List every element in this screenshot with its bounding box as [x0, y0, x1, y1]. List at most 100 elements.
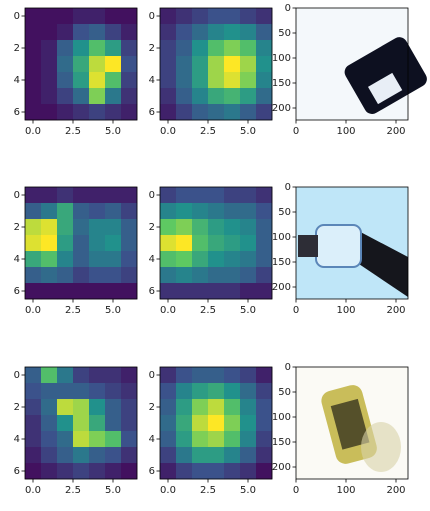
heatmap-cell [121, 431, 138, 448]
heatmap-cell [160, 367, 177, 384]
heatmap-cell [160, 251, 177, 268]
heatmap-cell [224, 219, 241, 236]
heatmap-cell [192, 251, 209, 268]
x-tick-label: 0.0 [25, 305, 41, 316]
heatmap-cell [224, 399, 241, 416]
heatmap-cell [160, 88, 177, 105]
heatmap-cell [256, 235, 273, 252]
y-tick-label: 2 [149, 402, 155, 413]
heatmap-cell [256, 399, 273, 416]
heatmap-cell [105, 56, 122, 73]
heatmap-cell [256, 24, 273, 41]
heatmap-cell [224, 463, 241, 480]
heatmap-cell [57, 219, 74, 236]
axes-frame [24, 7, 138, 121]
heatmap-cell [160, 431, 177, 448]
heatmap-cell [224, 383, 241, 400]
heatmap-cell [57, 104, 74, 121]
heatmap-cell [105, 8, 122, 25]
heatmap-cell [208, 415, 225, 432]
heatmap-cell [105, 431, 122, 448]
heatmap-cell [160, 8, 177, 25]
heatmap-cell [105, 235, 122, 252]
heatmap-cell [240, 431, 257, 448]
heatmap-cell [160, 56, 177, 73]
heatmap-cell [89, 187, 106, 204]
heatmap-cell [176, 40, 193, 57]
heatmap-cell [240, 40, 257, 57]
heatmap-cell [176, 415, 193, 432]
heatmap-cell [121, 24, 138, 41]
y-tick-label: 200 [272, 103, 291, 114]
heatmap-cell [240, 104, 257, 121]
heatmap-cell [25, 415, 42, 432]
heatmap-cell [89, 56, 106, 73]
heatmap-cell [224, 367, 241, 384]
heatmap-cell [240, 283, 257, 300]
heatmap-cell [41, 431, 58, 448]
heatmap-cell [121, 367, 138, 384]
x-tick-label: 2.5 [65, 126, 81, 137]
heatmap-cell [256, 56, 273, 73]
y-tick-label: 0 [14, 370, 20, 381]
heatmap-cell [25, 40, 42, 57]
heatmap-cell [25, 104, 42, 121]
heatmap-cell [192, 367, 209, 384]
heatmap-cell [176, 367, 193, 384]
y-tick-label: 200 [272, 282, 291, 293]
x-tick-label: 5.0 [105, 305, 121, 316]
y-tick-label: 0 [285, 362, 291, 373]
heatmap-cell [192, 399, 209, 416]
heatmap-cell [25, 219, 42, 236]
heatmap-cell [57, 56, 74, 73]
heatmap-cell [89, 463, 106, 480]
x-tick-label: 2.5 [65, 305, 81, 316]
heatmap-cell [25, 267, 42, 284]
heatmap-cell [57, 187, 74, 204]
heatmap-cell [176, 104, 193, 121]
x-tick-label: 200 [386, 485, 405, 496]
heatmap-cell [57, 88, 74, 105]
heatmap-cell [73, 447, 90, 464]
heatmap-cell [256, 367, 273, 384]
heatmap-cell [208, 219, 225, 236]
heatmap-cell [73, 72, 90, 89]
heatmap-cell [41, 383, 58, 400]
heatmap-cell [73, 104, 90, 121]
x-tick-label: 5.0 [240, 305, 256, 316]
heatmap-cell [256, 431, 273, 448]
heatmap-cell [105, 415, 122, 432]
heatmap-cell [256, 104, 273, 121]
photo-shadow [351, 227, 408, 297]
heatmap-cell [256, 203, 273, 220]
subplot: 0.0 2.5 5.0 0 2 4 6 [149, 7, 273, 137]
y-tick-label: 0 [149, 370, 155, 381]
heatmap-cell [208, 40, 225, 57]
x-tick-label: 2.5 [200, 126, 216, 137]
heatmap-cell [25, 399, 42, 416]
heatmap-cell [121, 251, 138, 268]
heatmap-cell [160, 219, 177, 236]
y-tick-label: 4 [14, 75, 20, 86]
y-tick-label: 0 [14, 190, 20, 201]
heatmap-cell [208, 447, 225, 464]
heatmap-cell [192, 104, 209, 121]
heatmap-cell [192, 72, 209, 89]
heatmap-cell [105, 383, 122, 400]
heatmap-cell [160, 399, 177, 416]
heatmap-cell [208, 431, 225, 448]
heatmap-cell [240, 383, 257, 400]
heatmap-cell [121, 56, 138, 73]
heatmap-cell [176, 399, 193, 416]
heatmap-cell [105, 219, 122, 236]
y-tick-label: 50 [278, 387, 291, 398]
heatmap-cell [256, 383, 273, 400]
heatmap-cell [160, 187, 177, 204]
heatmap-cell [41, 463, 58, 480]
heatmap-cell [121, 283, 138, 300]
heatmap-cell [41, 219, 58, 236]
heatmap-cell [57, 235, 74, 252]
heatmap-cell [208, 88, 225, 105]
y-tick-label: 4 [14, 434, 20, 445]
heatmap-cell [25, 203, 42, 220]
